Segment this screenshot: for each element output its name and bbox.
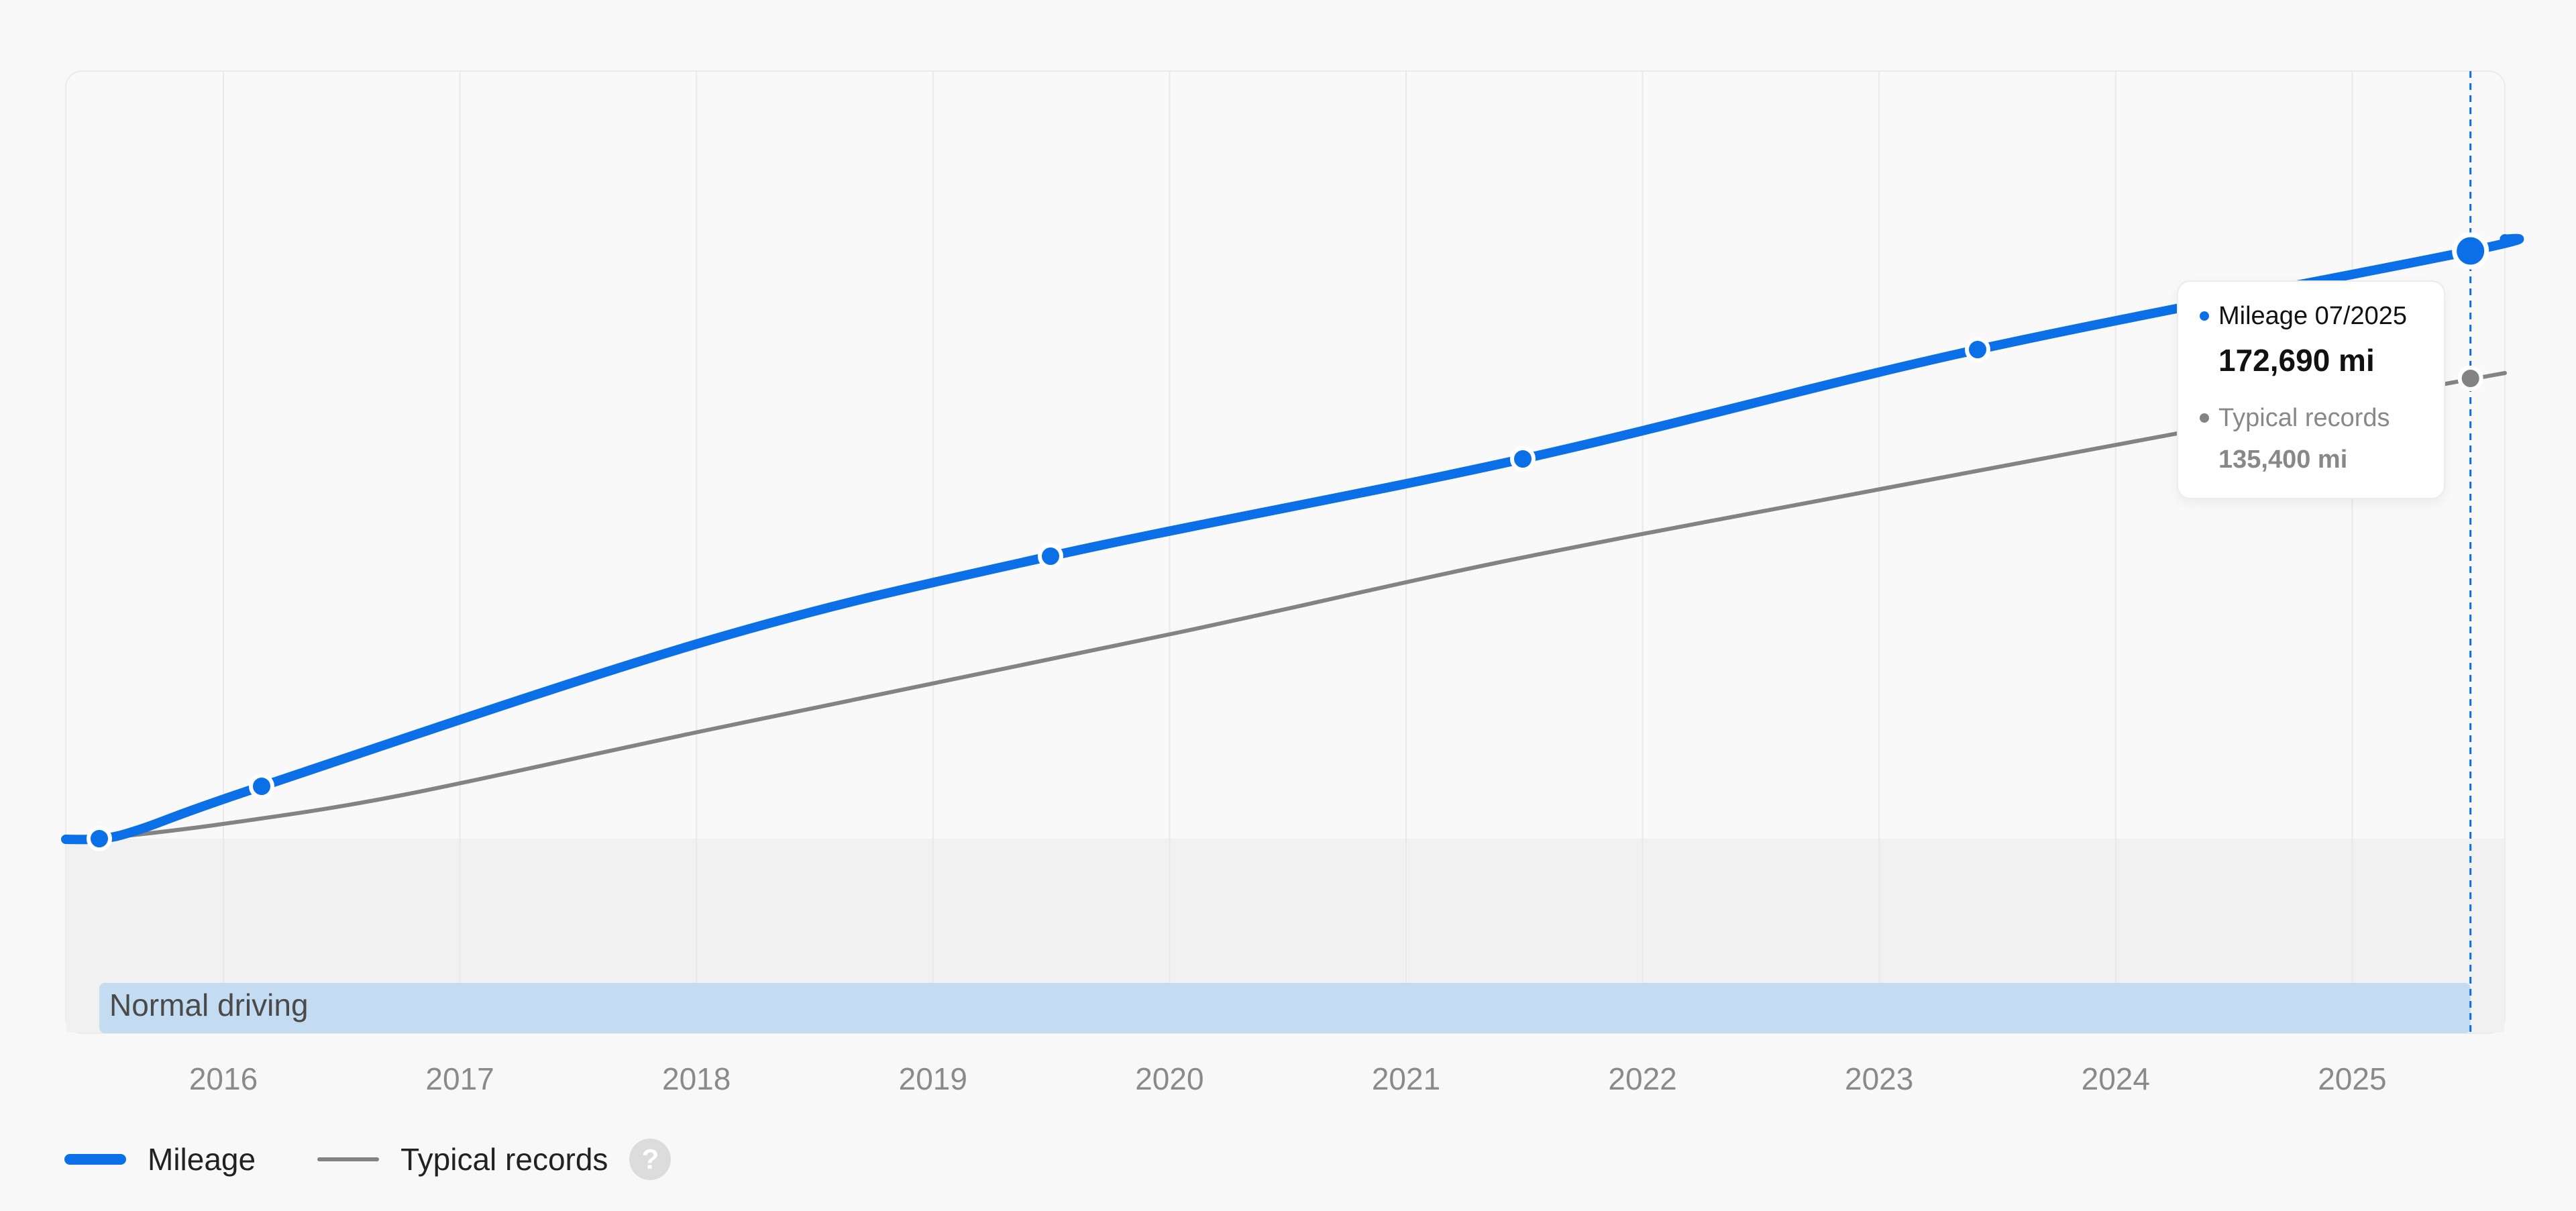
question-icon[interactable]: ? [629,1139,672,1180]
mileage-line-swatch-icon [64,1154,126,1165]
typical-records-line [64,371,2507,843]
mileage-point [1965,337,1990,362]
x-tick-label: 2019 [899,1061,967,1096]
legend-label-typical-records: Typical records [400,1142,608,1177]
chart-tooltip: Mileage 07/2025 172,690 mi Typical recor… [2177,280,2445,499]
tooltip-mileage-value: 172,690 mi [2218,343,2375,378]
typical-dot-icon [2200,413,2209,423]
band-label: Normal driving [109,988,309,1022]
x-tick-label: 2021 [1372,1061,1440,1096]
x-tick-label: 2017 [425,1061,494,1096]
tooltip-mileage-label: Mileage 07/2025 [2218,302,2407,330]
mileage-hover-point [2452,232,2489,270]
legend-item-mileage[interactable]: Mileage [64,1141,256,1177]
x-tick-label: 2022 [1608,1061,1676,1096]
typical-line-swatch-icon [317,1157,380,1161]
legend-label-mileage: Mileage [148,1142,256,1177]
x-tick-label: 2018 [662,1061,731,1096]
mileage-point [1510,446,1536,472]
x-tick-label: 2023 [1845,1061,1913,1096]
x-tick-label: 2020 [1135,1061,1203,1096]
typical-hover-point [2457,366,2483,391]
mileage-point [1038,543,1063,569]
mileage-point [249,774,274,799]
x-tick-label: 2016 [189,1061,258,1096]
tooltip-typical-label: Typical records [2218,404,2390,432]
mileage-dot-icon [2200,311,2209,321]
band-label-bar [99,983,2471,1033]
tooltip-typical-value: 135,400 mi [2218,445,2348,474]
x-tick-label: 2025 [2318,1061,2386,1096]
x-tick-label: 2024 [2082,1061,2150,1096]
legend-item-typical-records[interactable]: Typical records [317,1141,608,1177]
chart-legend: Mileage Typical records ? [64,1136,672,1183]
mileage-point [87,826,112,851]
